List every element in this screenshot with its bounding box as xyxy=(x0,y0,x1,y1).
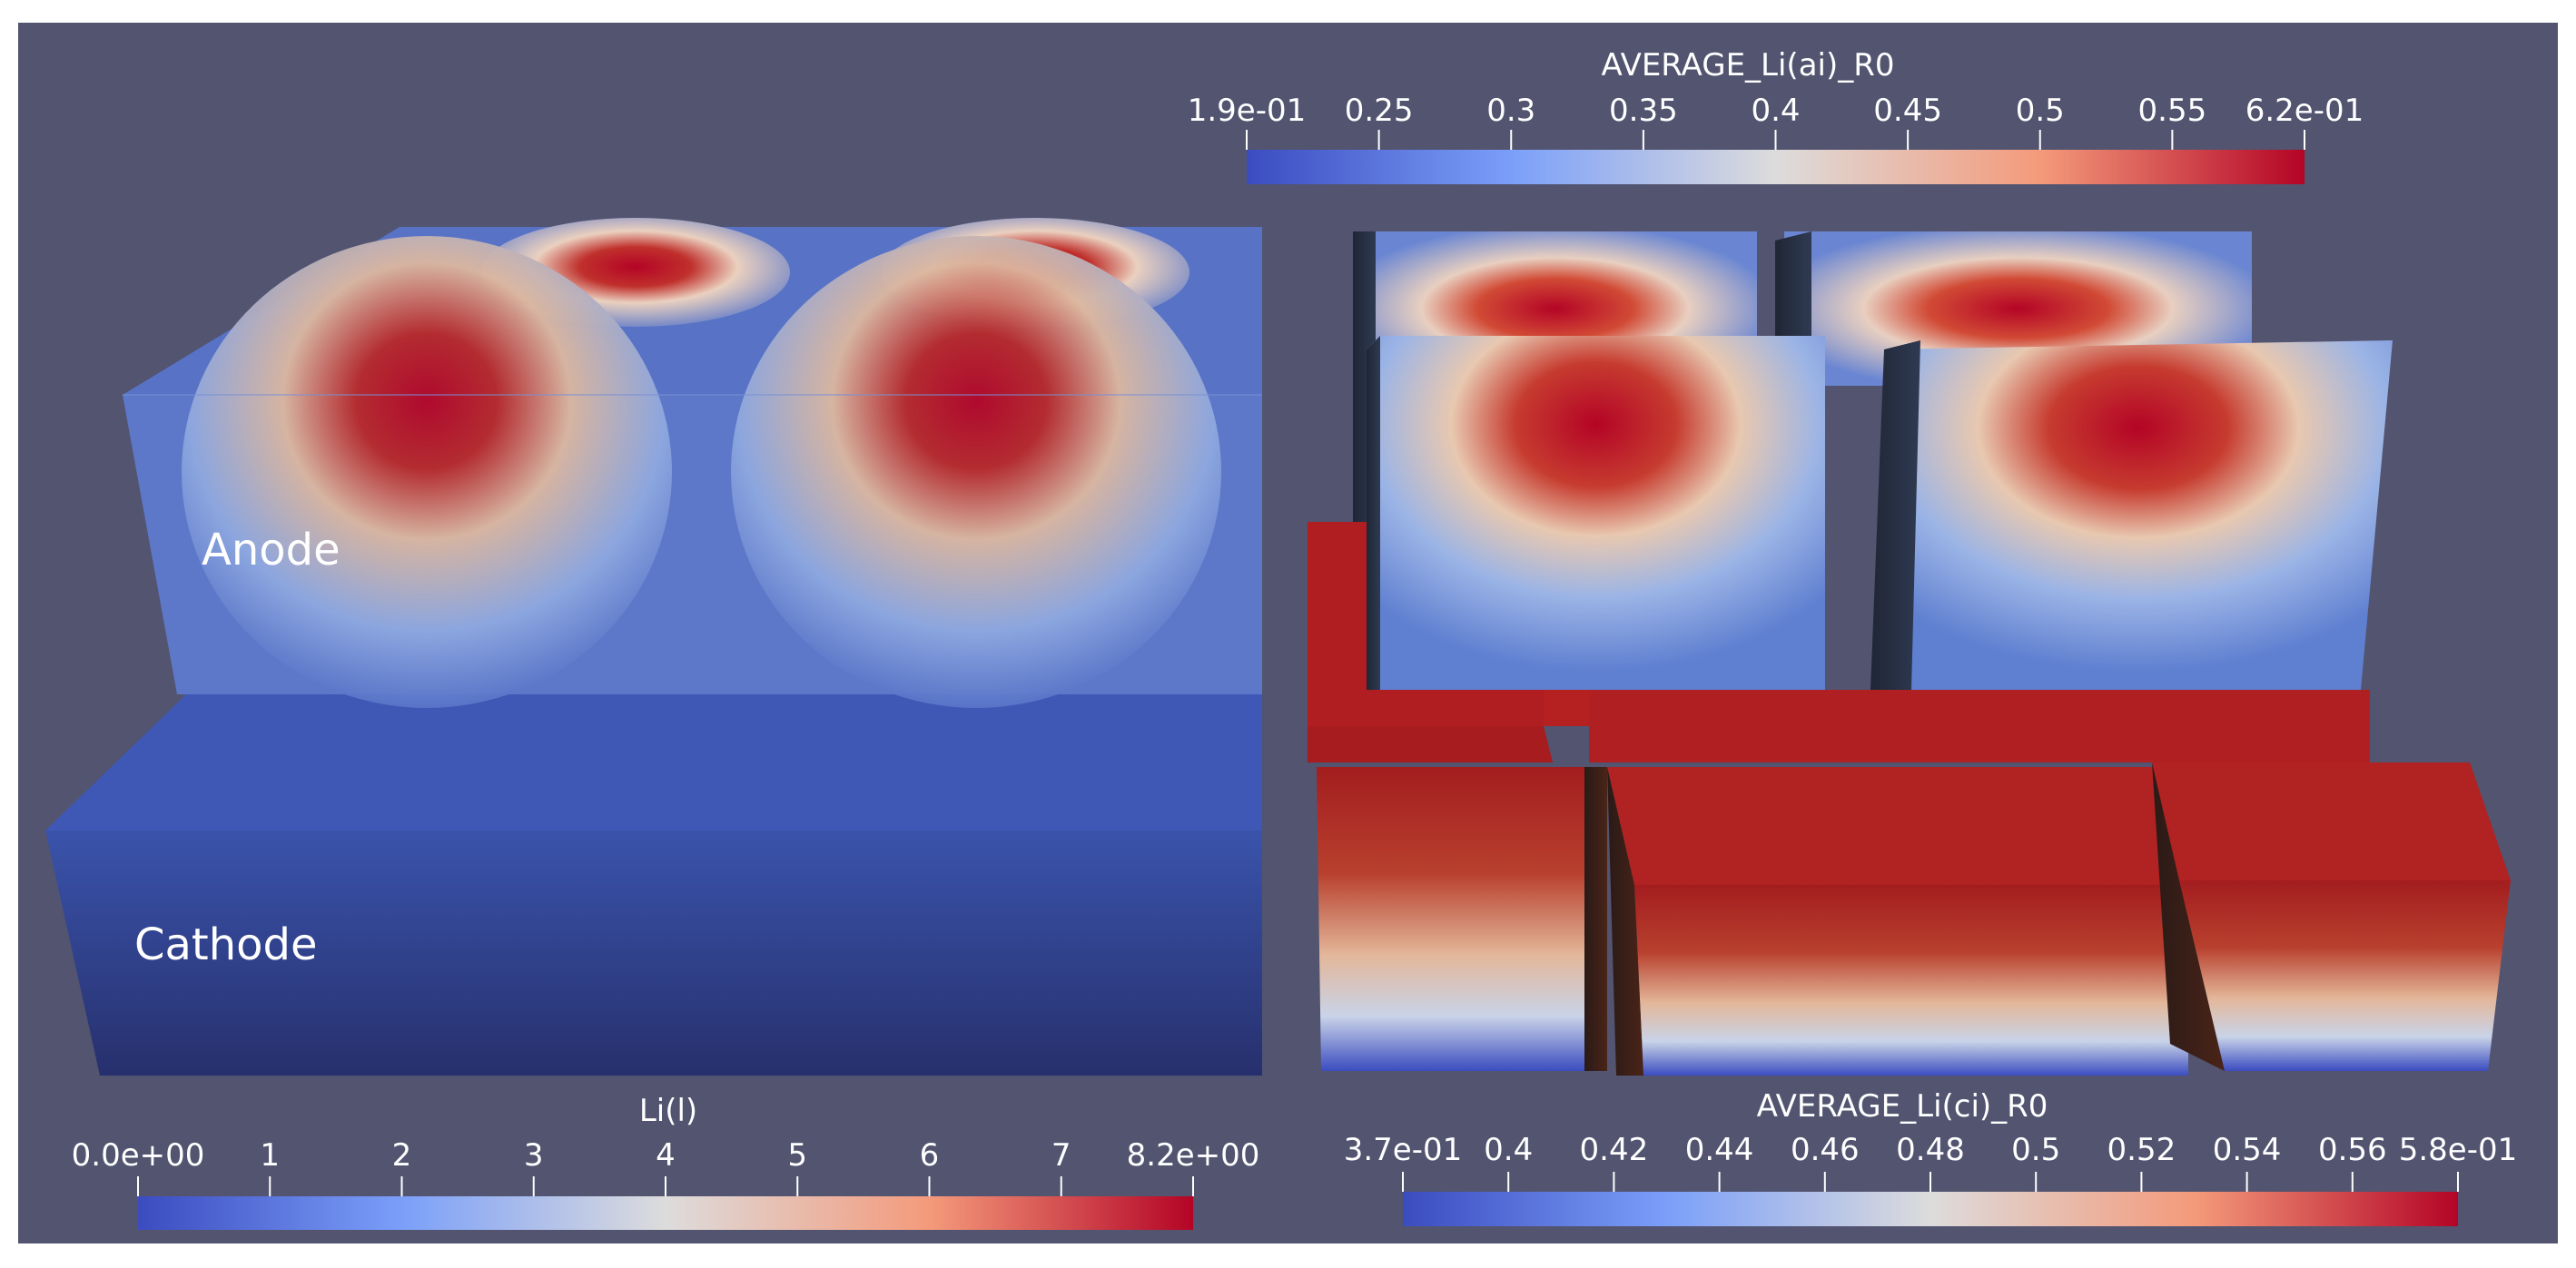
electrolyte-tick-label: 1 xyxy=(260,1137,280,1174)
cathode_particles-tick-label: 0.56 xyxy=(2318,1132,2387,1168)
colorbar-electrolyte-gradient xyxy=(138,1196,1193,1230)
cathode_particles-tick-label: 0.5 xyxy=(2011,1132,2060,1168)
cathode_particles-tick-label: 3.7e-01 xyxy=(1344,1132,1463,1168)
anode_particles-tick-label: 6.2e-01 xyxy=(2245,93,2364,129)
electrolyte-tick-label: 8.2e+00 xyxy=(1127,1137,1260,1174)
colorbar-cathode-title: AVERAGE_Li(ci)_R0 xyxy=(1757,1088,2048,1125)
cathode_particles-tick-label: 0.46 xyxy=(1791,1132,1860,1168)
cathode_particles-tick-label: 0.54 xyxy=(2213,1132,2282,1168)
anode-label: Anode xyxy=(202,525,341,575)
cathode_particles-tick-label: 0.44 xyxy=(1685,1132,1754,1168)
electrolyte-tick-label: 3 xyxy=(524,1137,544,1174)
electrolyte-domain: Anode Cathode xyxy=(45,218,1262,1076)
electrolyte-tick-label: 0.0e+00 xyxy=(72,1137,205,1174)
cathode_particles-tick-label: 0.42 xyxy=(1580,1132,1649,1168)
anode_particles-tick-label: 0.25 xyxy=(1345,93,1414,129)
electrolyte-tick-label: 6 xyxy=(920,1137,940,1174)
anode_particles-tick-label: 0.55 xyxy=(2138,93,2207,129)
cathode-label: Cathode xyxy=(134,919,318,970)
colorbar-anode-particles[interactable]: AVERAGE_Li(ai)_R0 1.9e-01 0.25 0.3 0.35 0.4 0… xyxy=(1188,47,2364,184)
cathode_particles-tick-label: 0.52 xyxy=(2107,1132,2176,1168)
electrolyte-tick-label: 5 xyxy=(787,1137,807,1174)
electrolyte-tick-label: 4 xyxy=(656,1137,676,1174)
anode_particles-tick-label: 0.45 xyxy=(1873,93,1942,129)
anode_particles-tick-label: 0.5 xyxy=(2016,93,2065,129)
electrolyte-tick-label: 2 xyxy=(392,1137,412,1174)
anode_particles-tick-label: 0.35 xyxy=(1609,93,1678,129)
cathode_particles-tick-label: 5.8e-01 xyxy=(2399,1132,2518,1168)
electrolyte-tick-label: 7 xyxy=(1051,1137,1071,1174)
colorbar-anode-title: AVERAGE_Li(ai)_R0 xyxy=(1601,47,1894,84)
particle-domain xyxy=(1308,231,2511,1076)
cathode_particles-tick-label: 0.4 xyxy=(1484,1132,1533,1168)
anode_particles-tick-label: 1.9e-01 xyxy=(1188,93,1307,129)
anode_particles-tick-label: 0.4 xyxy=(1751,93,1800,129)
colorbar-cathode-particles[interactable]: AVERAGE_Li(ci)_R0 3.7e-01 0.4 0.42 0.44 0.46… xyxy=(1344,1088,2518,1226)
anode_particles-tick-label: 0.3 xyxy=(1486,93,1535,129)
colorbar-electrolyte[interactable]: Li(l) 0.0e+00 1 2 3 4 5 6 7 8.2e+00 xyxy=(72,1093,1260,1230)
colorbar-anode-gradient xyxy=(1247,150,2305,184)
cathode_particles-tick-label: 0.48 xyxy=(1896,1132,1965,1168)
colorbar-electrolyte-title: Li(l) xyxy=(639,1093,697,1129)
colorbar-cathode-gradient xyxy=(1403,1192,2458,1226)
